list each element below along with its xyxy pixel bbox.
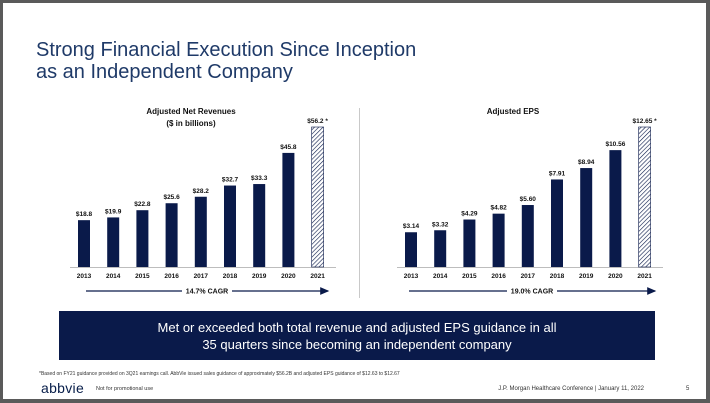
cagr-label: 14.7% CAGR xyxy=(186,289,228,296)
bar-2014 xyxy=(107,217,120,267)
eps-chart-title-text: Adjusted EPS xyxy=(486,107,540,116)
banner-line2: 35 quarters since becoming an independen… xyxy=(202,337,512,352)
data-label-2014: $3.32 xyxy=(432,221,449,228)
tick-label-2020: 2020 xyxy=(608,273,623,280)
slide-title: Strong Financial Execution Since Incepti… xyxy=(36,39,416,83)
data-label-2015: $4.29 xyxy=(461,211,478,218)
data-label-2013: $3.14 xyxy=(403,223,420,230)
data-label-2017: $28.2 xyxy=(193,188,210,195)
bar-2015 xyxy=(463,219,476,267)
conference-label: J.P. Morgan Healthcare Conference | Janu… xyxy=(498,386,644,392)
data-label-2020: $45.8 xyxy=(280,144,297,151)
footnote: *Based on FY21 guidance provided on 3Q21… xyxy=(39,371,400,377)
data-label-2013: $18.8 xyxy=(76,211,93,218)
data-label-2021: $12.65 * xyxy=(632,118,657,125)
tick-label-2020: 2020 xyxy=(281,273,296,280)
bar-2015 xyxy=(136,210,149,267)
bar-2019 xyxy=(253,184,266,267)
tick-label-2018: 2018 xyxy=(550,273,565,280)
revenue-chart-subtitle: ($ in billions) xyxy=(166,119,216,128)
tick-label-2018: 2018 xyxy=(223,273,238,280)
data-label-2018: $7.91 xyxy=(549,170,566,177)
cagr-label-background xyxy=(507,286,557,296)
bar-2016 xyxy=(165,203,178,267)
slide-title-line2: as an Independent Company xyxy=(36,61,293,83)
data-label-2019: $8.94 xyxy=(578,159,595,166)
tick-label-2013: 2013 xyxy=(404,273,419,280)
tick-label-2014: 2014 xyxy=(433,273,448,280)
revenue-chart: $18.8 2013 $19.9 2014 $22.8 2015 $25.6 2016 $28.… xyxy=(70,118,336,296)
bar-2020 xyxy=(282,152,295,267)
bar-2016 xyxy=(492,213,505,267)
bar-2017 xyxy=(194,196,207,267)
bar-2018 xyxy=(551,179,563,267)
bar-2013 xyxy=(78,220,90,267)
bar-2019 xyxy=(580,168,593,267)
tick-label-2019: 2019 xyxy=(252,273,267,280)
tick-label-2013: 2013 xyxy=(77,273,92,280)
revenue-chart-title: Adjusted Net Revenues ($ in billions) xyxy=(121,106,261,130)
guidance-banner: Met or exceeded both total revenue and a… xyxy=(59,311,655,360)
tick-label-2017: 2017 xyxy=(521,273,536,280)
bar-2018 xyxy=(224,185,236,267)
data-label-2020: $10.56 xyxy=(605,141,625,148)
eps-chart: $3.14 2013 $3.32 2014 $4.29 2015 $4.82 2016 $5.6… xyxy=(397,118,663,296)
cagr-label-background xyxy=(182,286,232,296)
revenue-chart-title-text: Adjusted Net Revenues xyxy=(146,107,236,116)
tick-label-2014: 2014 xyxy=(106,273,121,280)
bar-2013 xyxy=(405,232,417,267)
bar-2021 xyxy=(311,126,324,268)
data-label-2016: $4.82 xyxy=(490,205,507,212)
banner-line1: Met or exceeded both total revenue and a… xyxy=(157,320,557,335)
data-label-2019: $33.3 xyxy=(251,175,268,182)
bar-2014 xyxy=(434,230,447,267)
tick-label-2021: 2021 xyxy=(637,273,652,280)
data-label-2015: $22.8 xyxy=(134,201,151,208)
chart-divider xyxy=(359,108,360,298)
abbvie-logo: abbvie xyxy=(41,380,85,396)
slide-title-line1: Strong Financial Execution Since Incepti… xyxy=(36,39,417,61)
cagr-label: 19.0% CAGR xyxy=(511,289,553,296)
tick-label-2016: 2016 xyxy=(164,273,179,280)
tick-label-2016: 2016 xyxy=(491,273,506,280)
bar-2017 xyxy=(521,205,534,267)
page-number: 5 xyxy=(686,386,690,392)
bar-2021 xyxy=(638,126,651,268)
not-promotional-label: Not for promotional use xyxy=(96,386,154,392)
data-label-2014: $19.9 xyxy=(105,208,122,215)
data-label-2017: $5.60 xyxy=(520,196,537,203)
bar-2020 xyxy=(609,150,622,267)
tick-label-2015: 2015 xyxy=(462,273,477,280)
tick-label-2019: 2019 xyxy=(579,273,594,280)
data-label-2021: $56.2 * xyxy=(307,118,328,125)
eps-chart-title: Adjusted EPS xyxy=(473,106,553,118)
tick-label-2015: 2015 xyxy=(135,273,150,280)
tick-label-2017: 2017 xyxy=(194,273,209,280)
data-label-2016: $25.6 xyxy=(163,194,180,201)
data-label-2018: $32.7 xyxy=(222,177,239,184)
tick-label-2021: 2021 xyxy=(310,273,325,280)
